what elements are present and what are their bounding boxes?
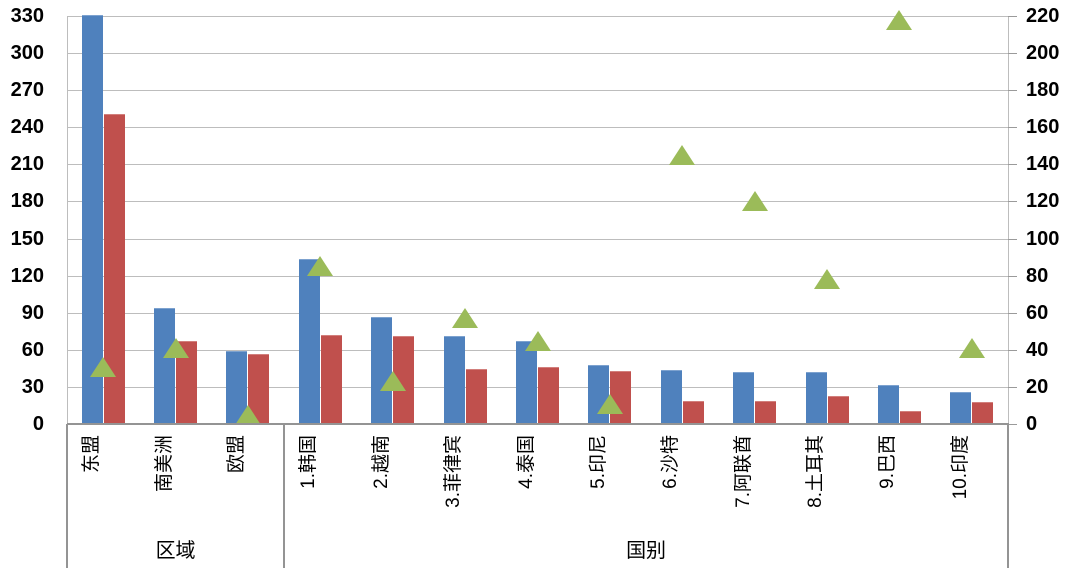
right-axis-tick-label: 20 — [1026, 375, 1049, 398]
category-group-label: 区域 — [155, 540, 196, 562]
left-axis-tick-label: 270 — [10, 79, 44, 102]
gridline — [67, 201, 1008, 203]
bar-red-4 — [320, 335, 342, 424]
right-axis-tick — [1008, 386, 1017, 388]
left-axis-tick-label: 300 — [10, 42, 44, 65]
triangle-marker-8 — [596, 393, 623, 414]
triangle-marker-4 — [307, 256, 334, 277]
left-axis-tick-label: 0 — [32, 413, 44, 435]
gridline — [67, 90, 1008, 92]
bar-blue-1 — [81, 15, 103, 424]
left-axis-tick-label: 210 — [10, 153, 44, 176]
bar-red-1 — [103, 113, 125, 424]
left-axis-tick-label: 90 — [21, 301, 44, 324]
triangle-marker-12 — [886, 9, 913, 30]
right-axis-tick — [1008, 90, 1017, 92]
bar-red-10 — [755, 400, 777, 424]
triangle-marker-3 — [234, 404, 261, 425]
triangle-marker-2 — [162, 337, 189, 358]
gridline — [67, 53, 1008, 55]
right-axis-tick-label: 140 — [1026, 153, 1060, 176]
right-axis-tick-label: 180 — [1026, 79, 1060, 102]
triangle-marker-9 — [669, 145, 696, 166]
bar-blue-11 — [805, 372, 827, 424]
right-axis-tick — [1008, 53, 1017, 55]
gridline — [67, 164, 1008, 166]
gridline — [67, 238, 1008, 240]
right-axis-line — [1008, 16, 1009, 424]
bar-blue-13 — [950, 392, 972, 424]
category-group-separator — [66, 424, 68, 568]
bar-blue-5 — [371, 316, 393, 424]
right-axis-tick-label: 160 — [1026, 116, 1060, 139]
category-group-separator — [283, 424, 286, 568]
right-axis-tick — [1008, 424, 1017, 425]
gridline — [67, 127, 1008, 129]
category-group-separator — [1007, 424, 1009, 568]
gridline — [67, 312, 1008, 314]
triangle-marker-11 — [814, 269, 841, 290]
plot-area — [67, 9, 1008, 425]
right-axis-tick — [1008, 127, 1017, 129]
triangle-marker-6 — [452, 308, 479, 329]
right-axis-tick-label: 80 — [1026, 264, 1049, 287]
bar-red-6 — [465, 368, 487, 424]
right-axis-tick — [1008, 312, 1017, 314]
bar-blue-6 — [443, 336, 465, 424]
right-axis-tick — [1008, 238, 1017, 240]
right-axis-tick — [1008, 16, 1017, 17]
left-axis-line — [67, 16, 68, 424]
left-axis-tick-label: 240 — [10, 116, 44, 139]
triangle-marker-7 — [524, 330, 551, 351]
left-axis-tick-label: 330 — [10, 5, 44, 27]
left-axis-tick-label: 30 — [21, 375, 44, 398]
right-axis-tick — [1008, 201, 1017, 203]
right-axis-tick — [1008, 164, 1017, 166]
category-group-label: 国别 — [626, 540, 667, 562]
gridline — [67, 275, 1008, 277]
right-axis-tick — [1008, 275, 1017, 277]
bar-blue-9 — [660, 369, 682, 424]
right-axis-tick — [1008, 349, 1017, 351]
bar-red-13 — [972, 401, 994, 424]
triangle-marker-5 — [379, 371, 406, 392]
bar-blue-4 — [298, 258, 320, 424]
bar-red-12 — [899, 410, 921, 424]
bar-red-9 — [682, 400, 704, 424]
bar-blue-12 — [877, 384, 899, 424]
triangle-marker-1 — [90, 356, 117, 377]
left-axis-tick-label: 60 — [21, 338, 44, 361]
x-axis-line — [67, 423, 1009, 425]
right-axis-tick-label: 120 — [1026, 190, 1060, 213]
right-axis-tick-label: 40 — [1026, 338, 1049, 361]
left-axis-tick-label: 120 — [10, 264, 44, 287]
right-axis-tick-label: 60 — [1026, 301, 1049, 324]
triangle-marker-10 — [741, 191, 768, 212]
right-axis-tick-label: 200 — [1026, 42, 1060, 65]
bar-blue-2 — [154, 308, 176, 424]
bar-red-7 — [538, 367, 559, 424]
triangle-marker-13 — [958, 337, 985, 358]
gridline — [67, 386, 1008, 388]
right-axis-tick-label: 220 — [1026, 5, 1060, 27]
bar-blue-10 — [733, 372, 755, 424]
bar-blue-7 — [516, 341, 537, 424]
left-axis-tick-label: 150 — [10, 227, 44, 250]
gridline — [67, 16, 1008, 17]
bar-red-11 — [827, 395, 849, 424]
right-axis-tick-label: 0 — [1026, 413, 1038, 435]
left-axis-tick-label: 180 — [10, 190, 44, 213]
right-axis-tick-label: 100 — [1026, 227, 1060, 250]
